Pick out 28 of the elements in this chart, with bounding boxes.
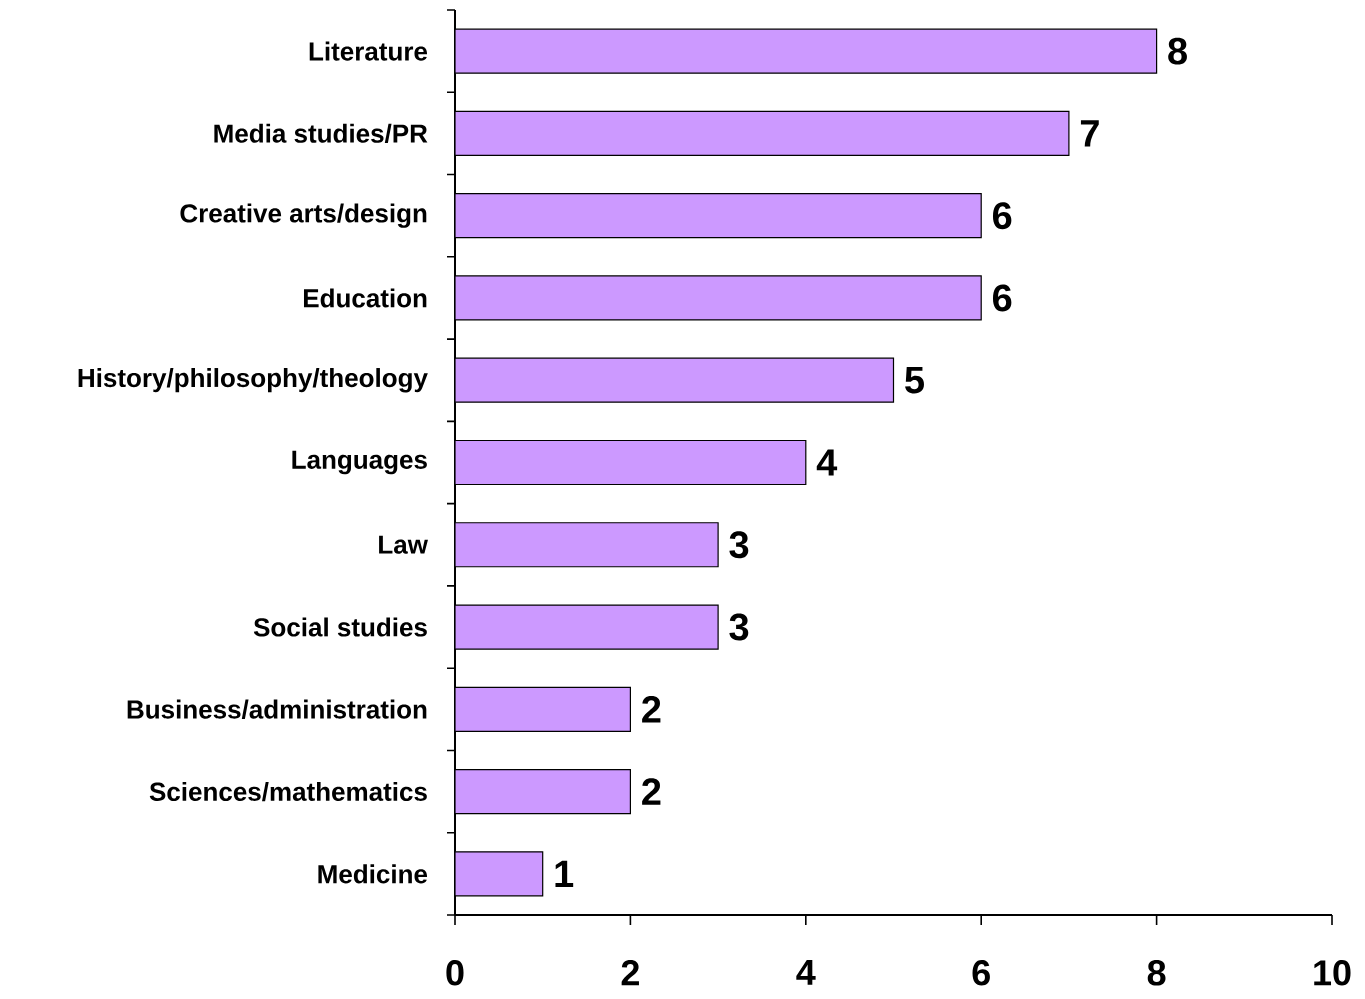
data-label: 8 <box>1168 37 1187 65</box>
x-tick-label: 10 <box>1314 960 1351 986</box>
data-label: 3 <box>729 613 749 641</box>
data-label: 3 <box>729 531 749 559</box>
data-label: 5 <box>905 366 924 394</box>
x-tick-label: 6 <box>972 960 990 986</box>
y-tick-label: Law <box>379 535 428 554</box>
y-tick-label: Media studies/PR <box>214 123 428 144</box>
data-label: 2 <box>642 778 661 805</box>
y-tick-label: History/philosophy/theology <box>78 368 428 393</box>
y-tick-label: Literature <box>309 41 428 61</box>
data-label: 7 <box>1080 120 1099 147</box>
data-label: 6 <box>992 284 1012 312</box>
y-tick-label: Medicine <box>318 864 428 884</box>
data-label: 1 <box>555 860 574 887</box>
data-label: 6 <box>992 202 1012 230</box>
y-tick-label: Languages <box>292 450 427 475</box>
x-tick-label: 2 <box>621 960 639 986</box>
y-tick-label: Creative arts/design <box>180 203 427 228</box>
data-label: 4 <box>816 449 838 476</box>
data-label: 2 <box>642 696 661 723</box>
x-tick-label: 4 <box>796 960 816 985</box>
y-tick-label: Education <box>303 288 427 308</box>
y-tick-label: Business/administration <box>127 699 427 720</box>
x-tick-label: 0 <box>446 960 464 986</box>
x-tick-label: 8 <box>1147 960 1166 986</box>
y-tick-label: Social studies <box>253 617 427 637</box>
y-tick-label: Sciences/mathematics <box>149 781 427 802</box>
